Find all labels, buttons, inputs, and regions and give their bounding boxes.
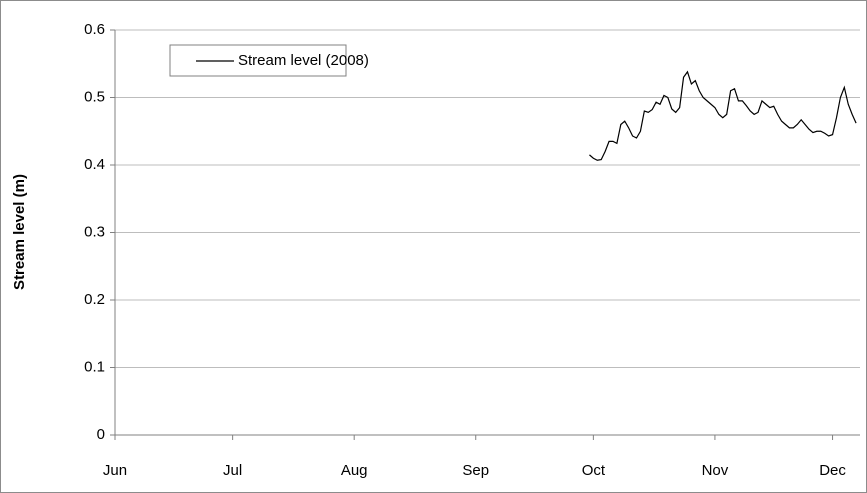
x-tick-label: Oct (582, 462, 606, 479)
y-tick-label: 0.2 (84, 291, 105, 308)
y-tick-label: 0.4 (84, 156, 105, 173)
x-tick-label: Aug (341, 462, 368, 479)
y-axis-label: Stream level (m) (11, 174, 28, 290)
legend-label: Stream level (2008) (238, 52, 369, 69)
x-tick-label: Nov (702, 462, 729, 479)
y-tick-label: 0.5 (84, 88, 105, 105)
x-tick-label: Sep (462, 462, 489, 479)
y-tick-label: 0.3 (84, 223, 105, 240)
x-tick-label: Dec (819, 462, 846, 479)
y-tick-label: 0.6 (84, 21, 105, 38)
x-tick-label: Jul (223, 462, 242, 479)
y-tick-label: 0.1 (84, 358, 105, 375)
data-line (589, 70, 857, 161)
y-tick-label: 0 (97, 426, 105, 443)
x-tick-label: Jun (103, 462, 127, 479)
